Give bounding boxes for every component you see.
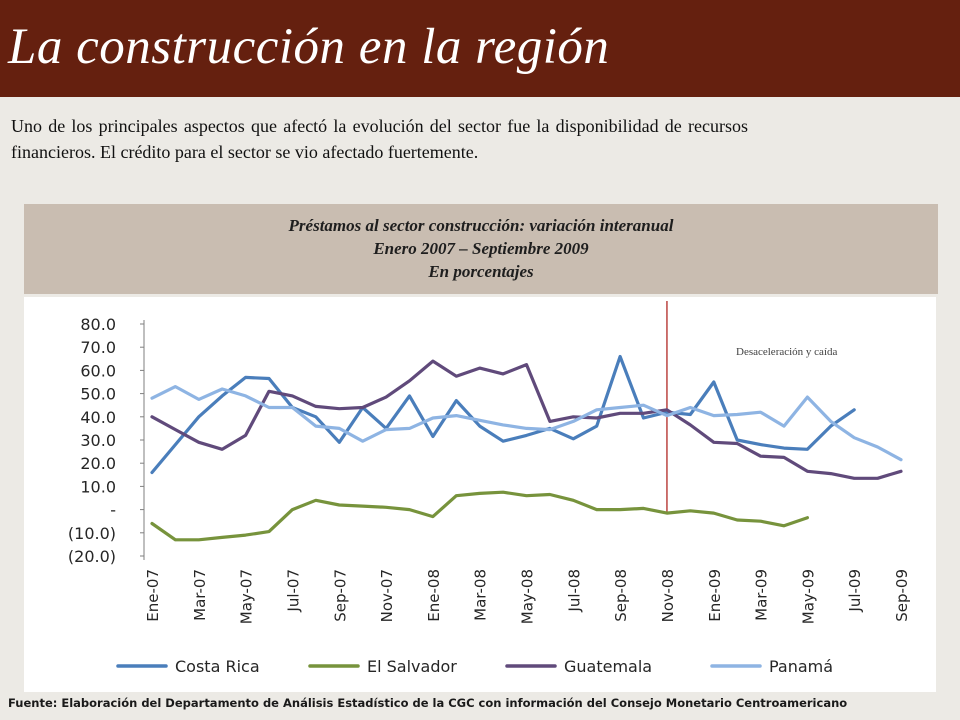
chart-units: En porcentajes — [428, 262, 534, 281]
y-tick-label: 20.0 — [80, 454, 116, 473]
x-tick-label: Nov-07 — [378, 569, 396, 622]
y-tick-label: - — [110, 501, 116, 520]
series-line-panam- — [150, 385, 903, 462]
x-tick-label: Sep-08 — [612, 569, 630, 622]
line-chart: 80.0 70.0 60.0 50.0 40.0 30.0 20.0 10.0 - (10.0) (… — [68, 301, 911, 676]
x-tick-label: Nov-08 — [659, 569, 677, 622]
x-tick-label: May-09 — [799, 569, 817, 624]
legend-label: Costa Rica — [175, 657, 260, 676]
intro-paragraph: Uno de los principales aspectos que afec… — [11, 116, 748, 162]
x-tick-label: Sep-09 — [893, 569, 911, 622]
marker-annotation: Desaceleración y caída — [736, 346, 837, 358]
legend-label: El Salvador — [367, 657, 457, 676]
series-line-el-salvador — [150, 490, 809, 542]
series-line-guatemala — [150, 359, 903, 480]
legend-label: Guatemala — [564, 657, 652, 676]
title-bar: La construcción en la región — [0, 0, 960, 97]
x-tick-label: Jul-09 — [846, 569, 864, 613]
y-tick-label: 10.0 — [80, 477, 116, 496]
y-tick-label: 70.0 — [80, 338, 116, 357]
x-tick-label: Sep-07 — [331, 569, 349, 622]
x-tick-label: May-07 — [238, 569, 256, 624]
chart-title: Préstamos al sector construcción: variac… — [288, 216, 674, 235]
x-tick-label: Jul-07 — [284, 569, 302, 613]
y-tick-label: (10.0) — [68, 524, 116, 543]
y-tick-label: 50.0 — [80, 385, 116, 404]
x-tick-label: May-08 — [519, 569, 537, 624]
chart-subtitle: Enero 2007 – Septiembre 2009 — [373, 239, 589, 258]
y-tick-label: 30.0 — [80, 431, 116, 450]
source-note: Fuente: Elaboración del Departamento de … — [8, 696, 848, 710]
x-tick-label: Mar-09 — [753, 569, 771, 621]
legend-label: Panamá — [769, 657, 833, 676]
chart-panel: 80.0 70.0 60.0 50.0 40.0 30.0 20.0 10.0 - (10.0) (… — [24, 297, 936, 692]
x-tick-label: Ene-09 — [706, 569, 724, 622]
slide-title: La construcción en la región — [8, 19, 610, 75]
y-tick-label: 60.0 — [80, 361, 116, 380]
y-tick-label: (20.0) — [68, 547, 116, 566]
x-tick-label: Jul-08 — [565, 569, 583, 613]
series-line-costa-rica — [150, 354, 856, 475]
y-tick-label: 80.0 — [80, 315, 116, 334]
x-tick-label: Mar-08 — [472, 569, 490, 621]
y-tick-label: 40.0 — [80, 408, 116, 427]
x-tick-label: Mar-07 — [191, 569, 209, 621]
x-tick-label: Ene-07 — [144, 569, 162, 622]
x-tick-label: Ene-08 — [425, 569, 443, 622]
chart-header: Préstamos al sector construcción: variac… — [24, 204, 938, 294]
